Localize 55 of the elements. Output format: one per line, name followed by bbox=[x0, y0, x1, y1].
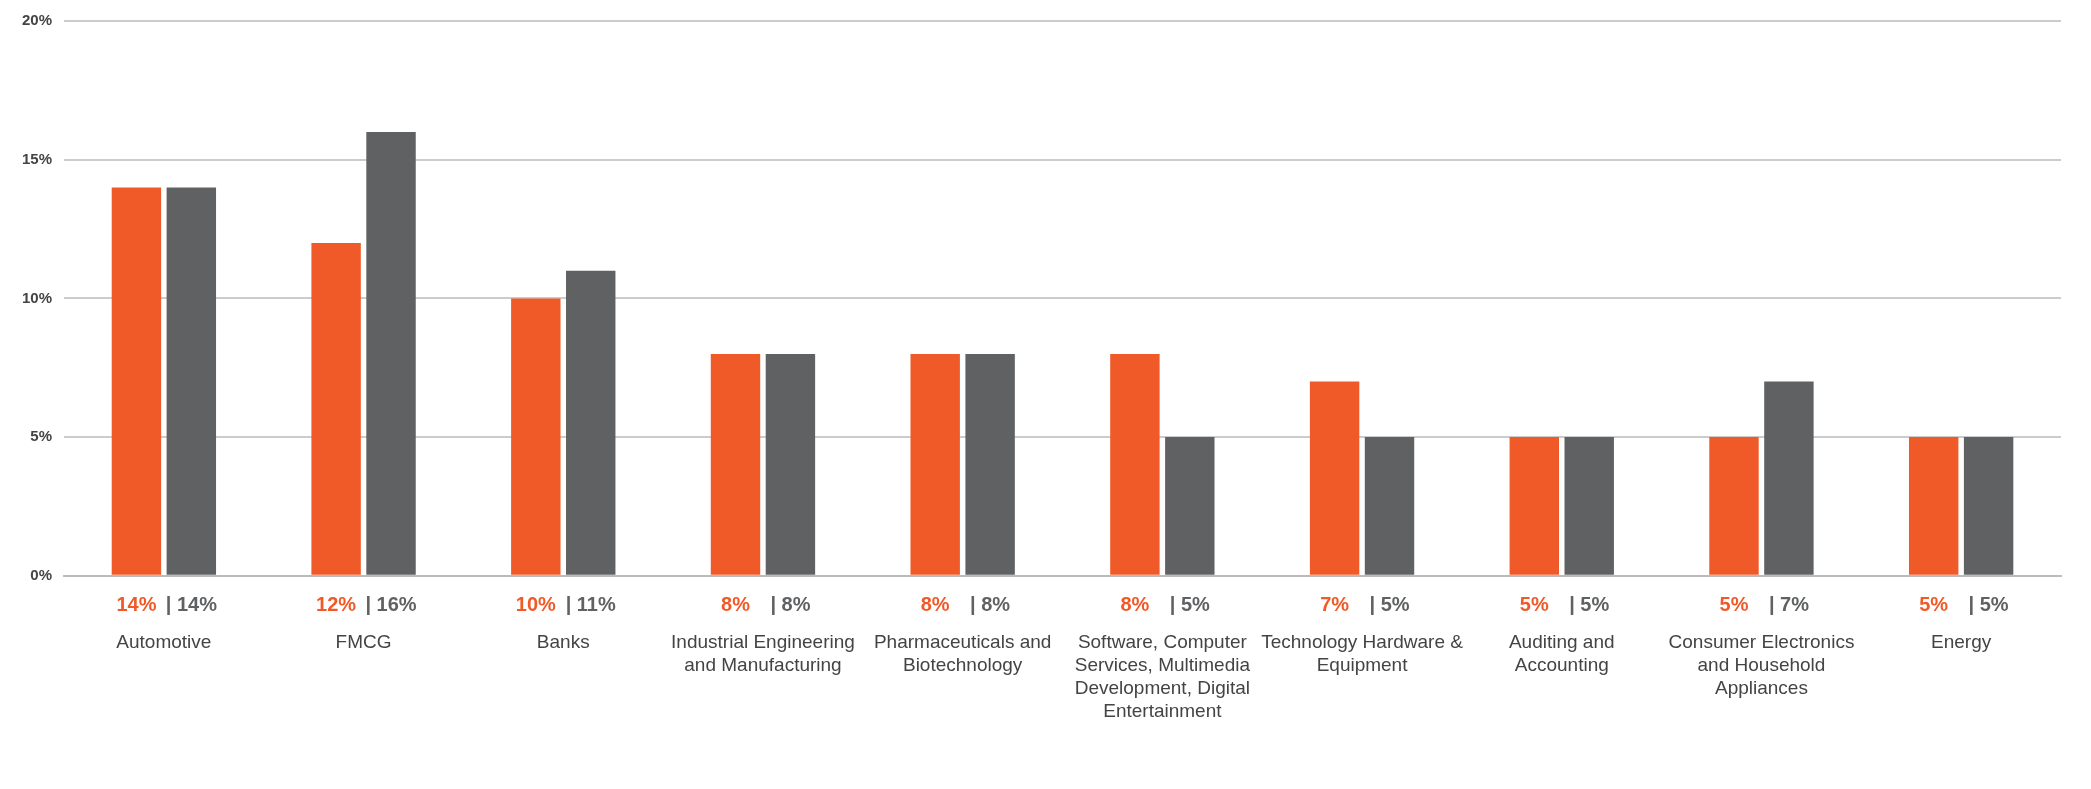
x-tick-label: Automotive bbox=[116, 631, 212, 653]
bar bbox=[1564, 437, 1614, 575]
data-label: | 8% bbox=[970, 593, 1011, 616]
bar bbox=[111, 187, 162, 575]
data-label: 5% bbox=[1719, 593, 1749, 616]
bar bbox=[311, 242, 361, 575]
y-tick-label: 10% bbox=[21, 288, 53, 306]
x-tick-label: Consumer Electronics and Household Appliances bbox=[1668, 631, 1855, 699]
bar bbox=[910, 353, 960, 575]
bar bbox=[1908, 437, 1959, 575]
bar bbox=[1509, 437, 1560, 575]
y-tick-label: 15% bbox=[21, 149, 53, 167]
data-label: 8% bbox=[721, 593, 751, 616]
x-tick-label: Banks bbox=[536, 631, 590, 653]
bar bbox=[1764, 381, 1814, 575]
data-label: 8% bbox=[1120, 593, 1150, 616]
data-label: 8% bbox=[920, 593, 950, 616]
x-tick-label: Energy bbox=[1931, 631, 1992, 653]
bar bbox=[965, 353, 1015, 575]
data-label: 5% bbox=[1519, 593, 1549, 616]
data-label: | 5% bbox=[1369, 593, 1410, 616]
data-label: | 5% bbox=[1569, 593, 1610, 616]
data-label: 5% bbox=[1919, 593, 1949, 616]
bar bbox=[366, 131, 416, 575]
data-label: | 5% bbox=[1968, 593, 2009, 616]
bar bbox=[1165, 437, 1215, 575]
x-tick-label: Software, Computer Services, Multimedia Development, Digital Entertainment bbox=[1074, 631, 1251, 721]
bar bbox=[166, 187, 217, 575]
data-label: 10% bbox=[515, 593, 557, 616]
y-tick-label: 5% bbox=[30, 427, 53, 445]
bar bbox=[710, 353, 761, 575]
bar bbox=[1364, 437, 1415, 575]
y-tick-label: 20% bbox=[21, 11, 53, 29]
data-label: | 5% bbox=[1169, 593, 1211, 616]
bar bbox=[1309, 381, 1360, 575]
y-tick-label: 0% bbox=[30, 565, 53, 583]
data-label: | 8% bbox=[770, 593, 811, 616]
x-tick-label: Industrial Engineering and Manufacturing bbox=[671, 631, 855, 676]
bar bbox=[511, 298, 561, 575]
bar bbox=[1110, 353, 1160, 575]
x-tick-label: Technology Hardware & Equipment bbox=[1261, 631, 1464, 676]
data-label: | 11% bbox=[565, 593, 616, 616]
data-label: 12% bbox=[316, 593, 357, 616]
bar bbox=[566, 270, 616, 575]
bar bbox=[1963, 437, 2014, 575]
bar bbox=[765, 353, 816, 575]
data-label: | 14% bbox=[165, 593, 218, 616]
data-label: | 16% bbox=[365, 593, 417, 616]
data-label: 7% bbox=[1320, 593, 1350, 616]
data-label: | 7% bbox=[1768, 593, 1810, 616]
x-tick-label: Pharmaceuticals and Biotechnology bbox=[873, 631, 1052, 676]
bar bbox=[1709, 437, 1759, 575]
x-tick-label: Auditing and Accounting bbox=[1508, 631, 1615, 676]
data-label: 14% bbox=[116, 593, 157, 616]
x-tick-label: FMCG bbox=[335, 631, 392, 653]
